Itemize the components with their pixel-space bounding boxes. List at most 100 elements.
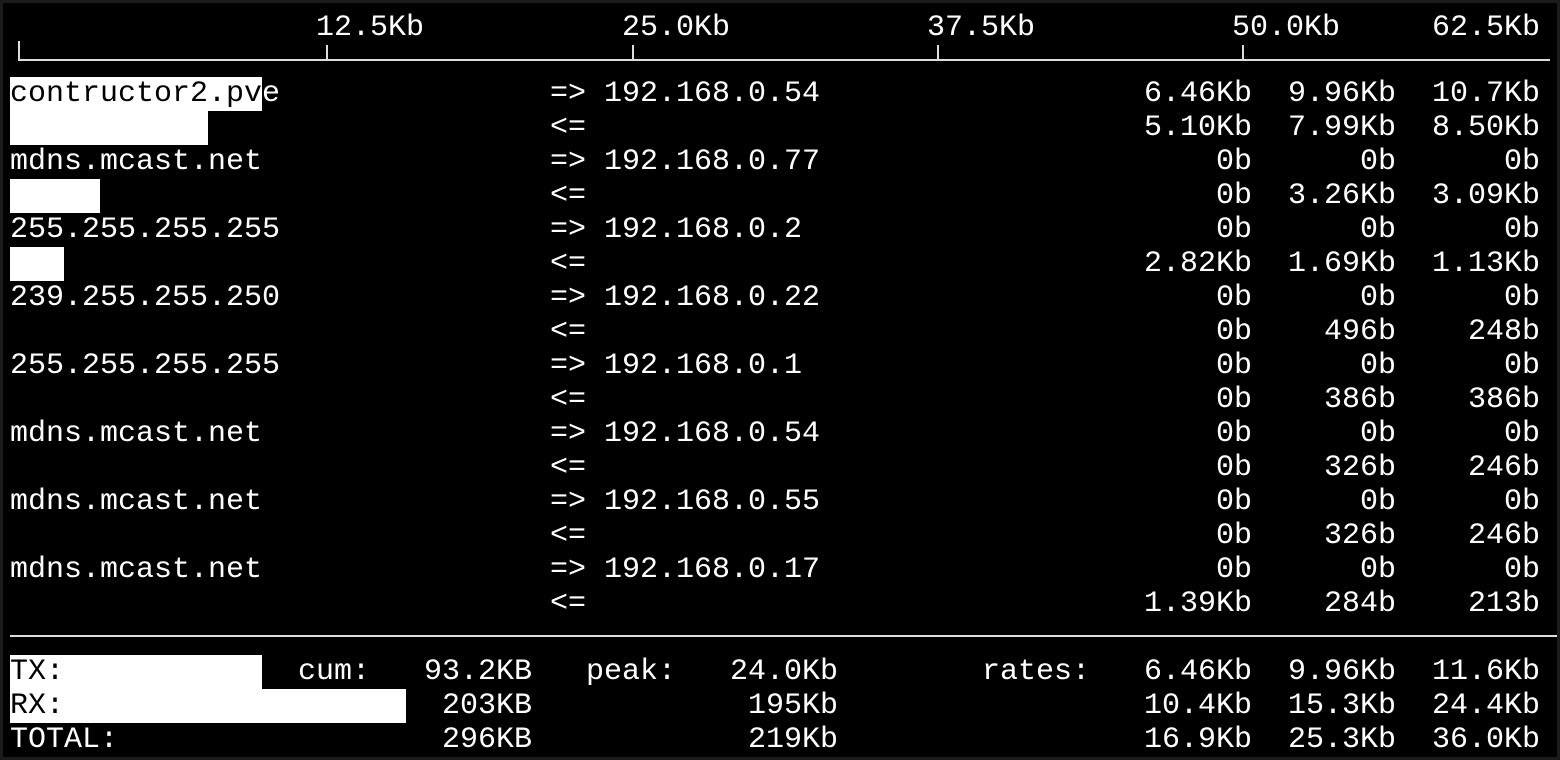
rate-out: 0b [1503, 553, 1540, 587]
scale-label: 62.5Kb [1431, 11, 1540, 45]
summary-rate: 36.0Kb [1431, 723, 1540, 757]
rate-in: 0b [1215, 383, 1252, 417]
peak-value: 24.0Kb [729, 655, 838, 689]
rate-in: 326b [1323, 451, 1396, 485]
summary-rate: 6.46Kb [1143, 655, 1252, 689]
host-name: 239.255.255.250 [10, 281, 281, 315]
summary-rate: 25.3Kb [1287, 723, 1396, 757]
peer-address: 192.168.0.1 [604, 349, 803, 383]
summary-label: RX: [10, 689, 65, 723]
rate-out: 0b [1215, 145, 1252, 179]
rate-in: 0b [1215, 315, 1252, 349]
peer-address: 192.168.0.2 [604, 213, 803, 247]
rate-in: 326b [1323, 519, 1396, 553]
arrow-in: <= [550, 519, 587, 553]
peer-address: 192.168.0.55 [604, 485, 821, 519]
rate-in: 496b [1323, 315, 1396, 349]
traffic-bar [10, 247, 64, 281]
rate-out: 0b [1359, 349, 1396, 383]
cum-value: 93.2KB [423, 655, 532, 689]
arrow-in: <= [550, 315, 587, 349]
rate-in: 1.39Kb [1143, 587, 1252, 621]
summary-rate: 24.4Kb [1431, 689, 1540, 723]
rate-in: 1.69Kb [1287, 247, 1396, 281]
rate-in: 7.99Kb [1287, 111, 1396, 145]
rate-in: 8.50Kb [1431, 111, 1540, 145]
rate-in: 5.10Kb [1143, 111, 1252, 145]
rate-out: 0b [1359, 553, 1396, 587]
rate-in: 3.09Kb [1431, 179, 1540, 213]
peer-address: 192.168.0.54 [604, 417, 821, 451]
arrow-in: <= [550, 383, 587, 417]
rate-in: 3.26Kb [1287, 179, 1396, 213]
host-name: mdns.mcast.net [10, 417, 263, 451]
peer-address: 192.168.0.17 [604, 553, 821, 587]
host-name: contructor2.pve [10, 77, 281, 111]
rate-in: 0b [1215, 519, 1252, 553]
rate-out: 0b [1503, 213, 1540, 247]
arrow-out: => [550, 213, 587, 247]
arrow-in: <= [550, 451, 587, 485]
summary-rate: 10.4Kb [1143, 689, 1252, 723]
summary-label: TOTAL: [10, 723, 119, 757]
rate-out: 0b [1503, 281, 1540, 315]
rate-out: 0b [1359, 213, 1396, 247]
host-name: 255.255.255.255 [10, 349, 281, 383]
rate-out: 0b [1503, 485, 1540, 519]
summary-rate: 15.3Kb [1287, 689, 1396, 723]
host-name: mdns.mcast.net [10, 485, 263, 519]
arrow-in: <= [550, 179, 587, 213]
rate-out: 0b [1215, 281, 1252, 315]
traffic-bar [10, 77, 262, 111]
scale-label: 37.5Kb [926, 11, 1035, 45]
cum-value: 203KB [441, 689, 532, 723]
rate-out: 0b [1359, 281, 1396, 315]
arrow-in: <= [550, 587, 587, 621]
traffic-bar [10, 179, 100, 213]
summary-rate: 11.6Kb [1431, 655, 1540, 689]
rate-out: 0b [1215, 349, 1252, 383]
rate-out: 0b [1359, 417, 1396, 451]
host-name: 255.255.255.255 [10, 213, 281, 247]
rx-bar [10, 689, 406, 723]
traffic-bar [10, 111, 208, 145]
scale-tick [326, 45, 328, 61]
summary-rate: 9.96Kb [1287, 655, 1396, 689]
rate-out: 0b [1215, 553, 1252, 587]
peak-value: 195Kb [747, 689, 838, 723]
arrow-out: => [550, 485, 587, 519]
arrow-out: => [550, 349, 587, 383]
rate-out: 0b [1503, 417, 1540, 451]
scale-tick [632, 45, 634, 61]
scale-label: 12.5Kb [315, 11, 424, 45]
rate-out: 0b [1503, 349, 1540, 383]
rate-in: 386b [1467, 383, 1540, 417]
iftop-terminal: 12.5Kb 25.0Kb 37.5Kb 50.0Kb 62.5Kb contructor… [3, 3, 1557, 757]
summary-rate: 16.9Kb [1143, 723, 1252, 757]
peer-address: 192.168.0.54 [604, 77, 821, 111]
rate-in: 284b [1323, 587, 1396, 621]
peer-address: 192.168.0.77 [604, 145, 821, 179]
scale-tick [18, 41, 20, 61]
rate-out: 0b [1215, 213, 1252, 247]
rate-in: 2.82Kb [1143, 247, 1252, 281]
host-name: mdns.mcast.net [10, 553, 263, 587]
rate-in: 213b [1467, 587, 1540, 621]
host-name: mdns.mcast.net [10, 145, 263, 179]
rate-in: 1.13Kb [1431, 247, 1540, 281]
rate-out: 9.96Kb [1287, 77, 1396, 111]
rate-out: 0b [1359, 145, 1396, 179]
arrow-out: => [550, 77, 587, 111]
rate-out: 0b [1215, 417, 1252, 451]
cum-value: 296KB [441, 723, 532, 757]
scale-tick [1242, 45, 1244, 61]
rate-in: 246b [1467, 451, 1540, 485]
summary-label: TX: [10, 655, 65, 689]
arrow-in: <= [550, 247, 587, 281]
cum-label: cum: [298, 655, 371, 689]
scale-tick [937, 45, 939, 61]
tx-bar [10, 655, 262, 689]
rate-in: 248b [1467, 315, 1540, 349]
rate-in: 386b [1323, 383, 1396, 417]
rate-out: 6.46Kb [1143, 77, 1252, 111]
